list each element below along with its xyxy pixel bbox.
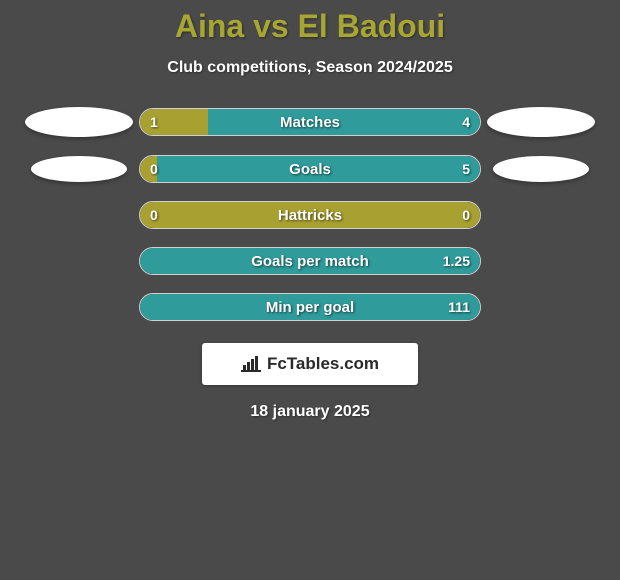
player-avatar-right (481, 107, 601, 137)
stat-bar: Goals per match1.25 (139, 247, 481, 275)
stat-bar: 0Goals5 (139, 155, 481, 183)
subtitle: Club competitions, Season 2024/2025 (0, 59, 620, 77)
avatar-ellipse (487, 107, 595, 137)
stat-label: Matches (140, 109, 480, 135)
player-avatar-left (19, 156, 139, 182)
stats-list: 1Matches40Goals50Hattricks0Goals per mat… (0, 107, 620, 321)
stat-bar: 0Hattricks0 (139, 201, 481, 229)
stat-right-value: 5 (462, 156, 470, 182)
avatar-ellipse (25, 107, 133, 137)
bar-chart-icon (241, 355, 261, 373)
date-text: 18 january 2025 (0, 403, 620, 421)
stat-row: Goals per match1.25 (0, 247, 620, 275)
stat-row: Min per goal111 (0, 293, 620, 321)
stat-right-value: 4 (462, 109, 470, 135)
avatar-ellipse (31, 156, 127, 182)
stat-label: Min per goal (140, 294, 480, 320)
site-badge-text: FcTables.com (267, 354, 379, 374)
stat-right-value: 1.25 (443, 248, 470, 274)
stat-label: Goals (140, 156, 480, 182)
stat-row: 0Goals5 (0, 155, 620, 183)
stat-row: 0Hattricks0 (0, 201, 620, 229)
stat-bar: Min per goal111 (139, 293, 481, 321)
comparison-card: Aina vs El Badoui Club competitions, Sea… (0, 0, 620, 421)
player-avatar-left (19, 107, 139, 137)
stat-right-value: 111 (448, 294, 470, 320)
title: Aina vs El Badoui (0, 8, 620, 45)
site-badge[interactable]: FcTables.com (202, 343, 418, 385)
avatar-ellipse (493, 156, 589, 182)
stat-label: Goals per match (140, 248, 480, 274)
player-avatar-right (481, 156, 601, 182)
stat-bar: 1Matches4 (139, 108, 481, 136)
stat-right-value: 0 (462, 202, 470, 228)
stat-label: Hattricks (140, 202, 480, 228)
stat-row: 1Matches4 (0, 107, 620, 137)
